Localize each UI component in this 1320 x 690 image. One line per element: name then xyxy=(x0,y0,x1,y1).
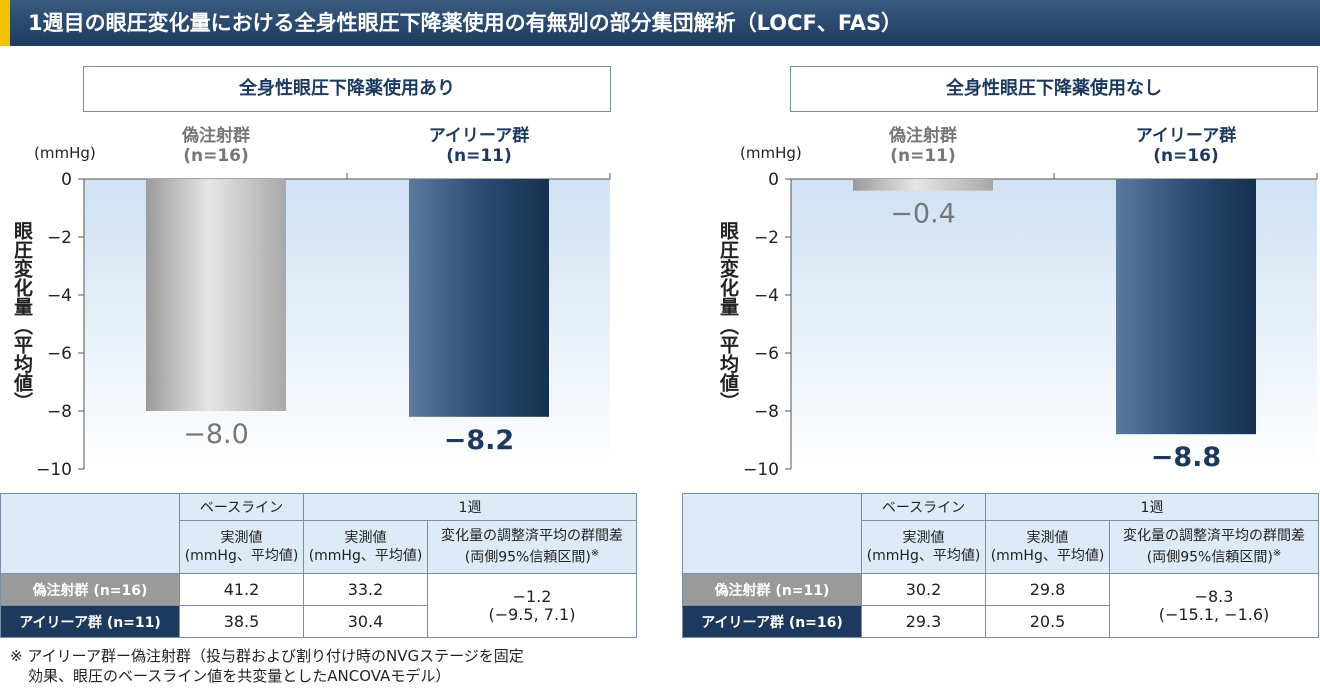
subheader-diff: 変化量の調整済平均の群間差 (両側95%信頼区間)※ xyxy=(427,520,637,574)
data-table: ベースライン 1週 実測値 (mmHg、平均値) 実測値 (mmHg、平均値) … xyxy=(0,493,637,638)
group-name: アイリーア群 xyxy=(428,126,530,146)
group-label-drug: アイリーア群 (n=16) xyxy=(1096,126,1276,166)
cell-week1: 20.5 xyxy=(985,605,1110,638)
subheader-text: (mmHg、平均値) xyxy=(990,548,1105,564)
subheader-text: (mmHg、平均値) xyxy=(184,548,299,564)
diff-ci: (−15.1, −1.6) xyxy=(1158,604,1270,624)
group-label-placebo: 偽注射群 (n=16) xyxy=(126,126,306,166)
bar-drug xyxy=(1116,179,1256,435)
subheader-text: 変化量の調整済平均の群間差 xyxy=(1123,528,1305,545)
y-tick-label: −10 xyxy=(36,460,72,480)
diff-ci: (−9.5, 7.1) xyxy=(488,604,576,624)
group-name: 偽注射群 xyxy=(889,126,957,146)
group-n: (n=16) xyxy=(183,146,249,166)
y-tick-label: −6 xyxy=(754,344,779,364)
bar-chart: 0 −2 −4 −6 −8 −10 −0.4 −8.8 xyxy=(743,170,1318,480)
row-label-placebo: 偽注射群 (n=11) xyxy=(682,573,862,606)
cell-baseline: 30.2 xyxy=(861,573,986,606)
subheader-diff: 変化量の調整済平均の群間差 (両側95%信頼区間)※ xyxy=(1109,520,1319,574)
subheader-text: (mmHg、平均値) xyxy=(308,548,423,564)
bar-value-label: −8.8 xyxy=(1151,442,1221,473)
footnote-line: ※ アイリーア群ー偽注射群（投与群および割り付け時のNVGステージを固定 xyxy=(10,647,524,665)
bar-chart: 0 −2 −4 −6 −8 −10 −8.0 −8.2 xyxy=(36,170,611,480)
cell-week1: 30.4 xyxy=(303,605,428,638)
y-tick-label: −2 xyxy=(47,228,72,248)
y-tick-label: −4 xyxy=(754,286,779,306)
header-week1: 1週 xyxy=(303,493,637,521)
panel-with-systemic-drug: 全身性眼圧下降薬使用あり 0 −2 −4 −6 −8 −10 −8.0 −8.2 (mmHg)… xyxy=(0,46,660,690)
data-table: ベースライン 1週 実測値 (mmHg、平均値) 実測値 (mmHg、平均値) … xyxy=(682,493,1319,638)
bar-value-label: −8.0 xyxy=(183,419,249,450)
panel-heading: 全身性眼圧下降薬使用あり xyxy=(83,66,611,112)
y-tick-label: −8 xyxy=(754,402,779,422)
subheader-text: 実測値 xyxy=(344,530,387,546)
group-label-drug: アイリーア群 (n=11) xyxy=(389,126,569,166)
subheader-text: 実測値 xyxy=(220,530,263,546)
subheader-text: 実測値 xyxy=(902,530,945,546)
header-baseline: ベースライン xyxy=(179,493,304,521)
y-axis-label: 眼圧変化量（平均値） xyxy=(11,221,33,411)
bar-drug xyxy=(409,179,549,417)
footnote-line: 効果、眼圧のベースライン値を共変量としたANCOVAモデル） xyxy=(28,667,451,685)
group-label-placebo: 偽注射群 (n=11) xyxy=(833,126,1013,166)
group-n: (n=11) xyxy=(446,146,512,166)
y-tick-label: −8 xyxy=(47,402,72,422)
cell-diff: −1.2 (−9.5, 7.1) xyxy=(427,573,637,638)
bar-value-label: −0.4 xyxy=(890,199,956,230)
y-tick-label: −6 xyxy=(47,344,72,364)
cell-baseline: 38.5 xyxy=(179,605,304,638)
diff-value: −8.3 xyxy=(1194,586,1234,606)
title-bar: 1週目の眼圧変化量における全身性眼圧下降薬使用の有無別の部分集団解析（LOCF、… xyxy=(0,0,1320,46)
y-tick-label: −10 xyxy=(743,460,779,480)
y-tick-label: −4 xyxy=(47,286,72,306)
y-axis-label: 眼圧変化量（平均値） xyxy=(717,221,739,411)
subheader-baseline-measured: 実測値 (mmHg、平均値) xyxy=(179,520,304,574)
cell-week1: 29.8 xyxy=(985,573,1110,606)
panel-without-systemic-drug: 全身性眼圧下降薬使用なし 0 −2 −4 −6 −8 −10 −0.4 −8.8 (mmHg)… xyxy=(660,46,1320,690)
bar-value-label: −8.2 xyxy=(444,425,514,456)
title-accent xyxy=(0,0,10,46)
bar-placebo xyxy=(853,179,993,191)
row-label-placebo: 偽注射群 (n=16) xyxy=(0,573,180,606)
footnote: ※ アイリーア群ー偽注射群（投与群および割り付け時のNVGステージを固定 効果、… xyxy=(10,646,524,686)
diff-value: −1.2 xyxy=(512,586,552,606)
table-corner xyxy=(0,493,180,574)
table-corner xyxy=(682,493,862,574)
subheader-text: 変化量の調整済平均の群間差 xyxy=(441,528,623,545)
group-name: アイリーア群 xyxy=(1135,126,1237,146)
row-label-drug: アイリーア群 (n=16) xyxy=(682,605,862,638)
panel-heading: 全身性眼圧下降薬使用なし xyxy=(790,66,1318,112)
subheader-text: (mmHg、平均値) xyxy=(866,548,981,564)
unit-label: (mmHg) xyxy=(34,144,96,162)
subheader-baseline-measured: 実測値 (mmHg、平均値) xyxy=(861,520,986,574)
header-week1: 1週 xyxy=(985,493,1319,521)
y-tick-label: 0 xyxy=(61,170,72,190)
cell-baseline: 41.2 xyxy=(179,573,304,606)
group-n: (n=16) xyxy=(1153,146,1219,166)
cell-week1: 33.2 xyxy=(303,573,428,606)
subheader-text: 実測値 xyxy=(1026,530,1069,546)
unit-label: (mmHg) xyxy=(740,144,802,162)
group-name: 偽注射群 xyxy=(182,126,250,146)
row-label-drug: アイリーア群 (n=11) xyxy=(0,605,180,638)
y-tick-label: −2 xyxy=(754,228,779,248)
cell-diff: −8.3 (−15.1, −1.6) xyxy=(1109,573,1319,638)
group-n: (n=11) xyxy=(890,146,956,166)
subheader-week1-measured: 実測値 (mmHg、平均値) xyxy=(303,520,428,574)
subheader-text: (両側95%信頼区間)※ xyxy=(464,548,600,566)
cell-baseline: 29.3 xyxy=(861,605,986,638)
subheader-week1-measured: 実測値 (mmHg、平均値) xyxy=(985,520,1110,574)
bar-placebo xyxy=(146,179,286,411)
subheader-text: (両側95%信頼区間)※ xyxy=(1146,548,1282,566)
y-tick-label: 0 xyxy=(768,170,779,190)
page-title: 1週目の眼圧変化量における全身性眼圧下降薬使用の有無別の部分集団解析（LOCF、… xyxy=(28,11,903,35)
header-baseline: ベースライン xyxy=(861,493,986,521)
